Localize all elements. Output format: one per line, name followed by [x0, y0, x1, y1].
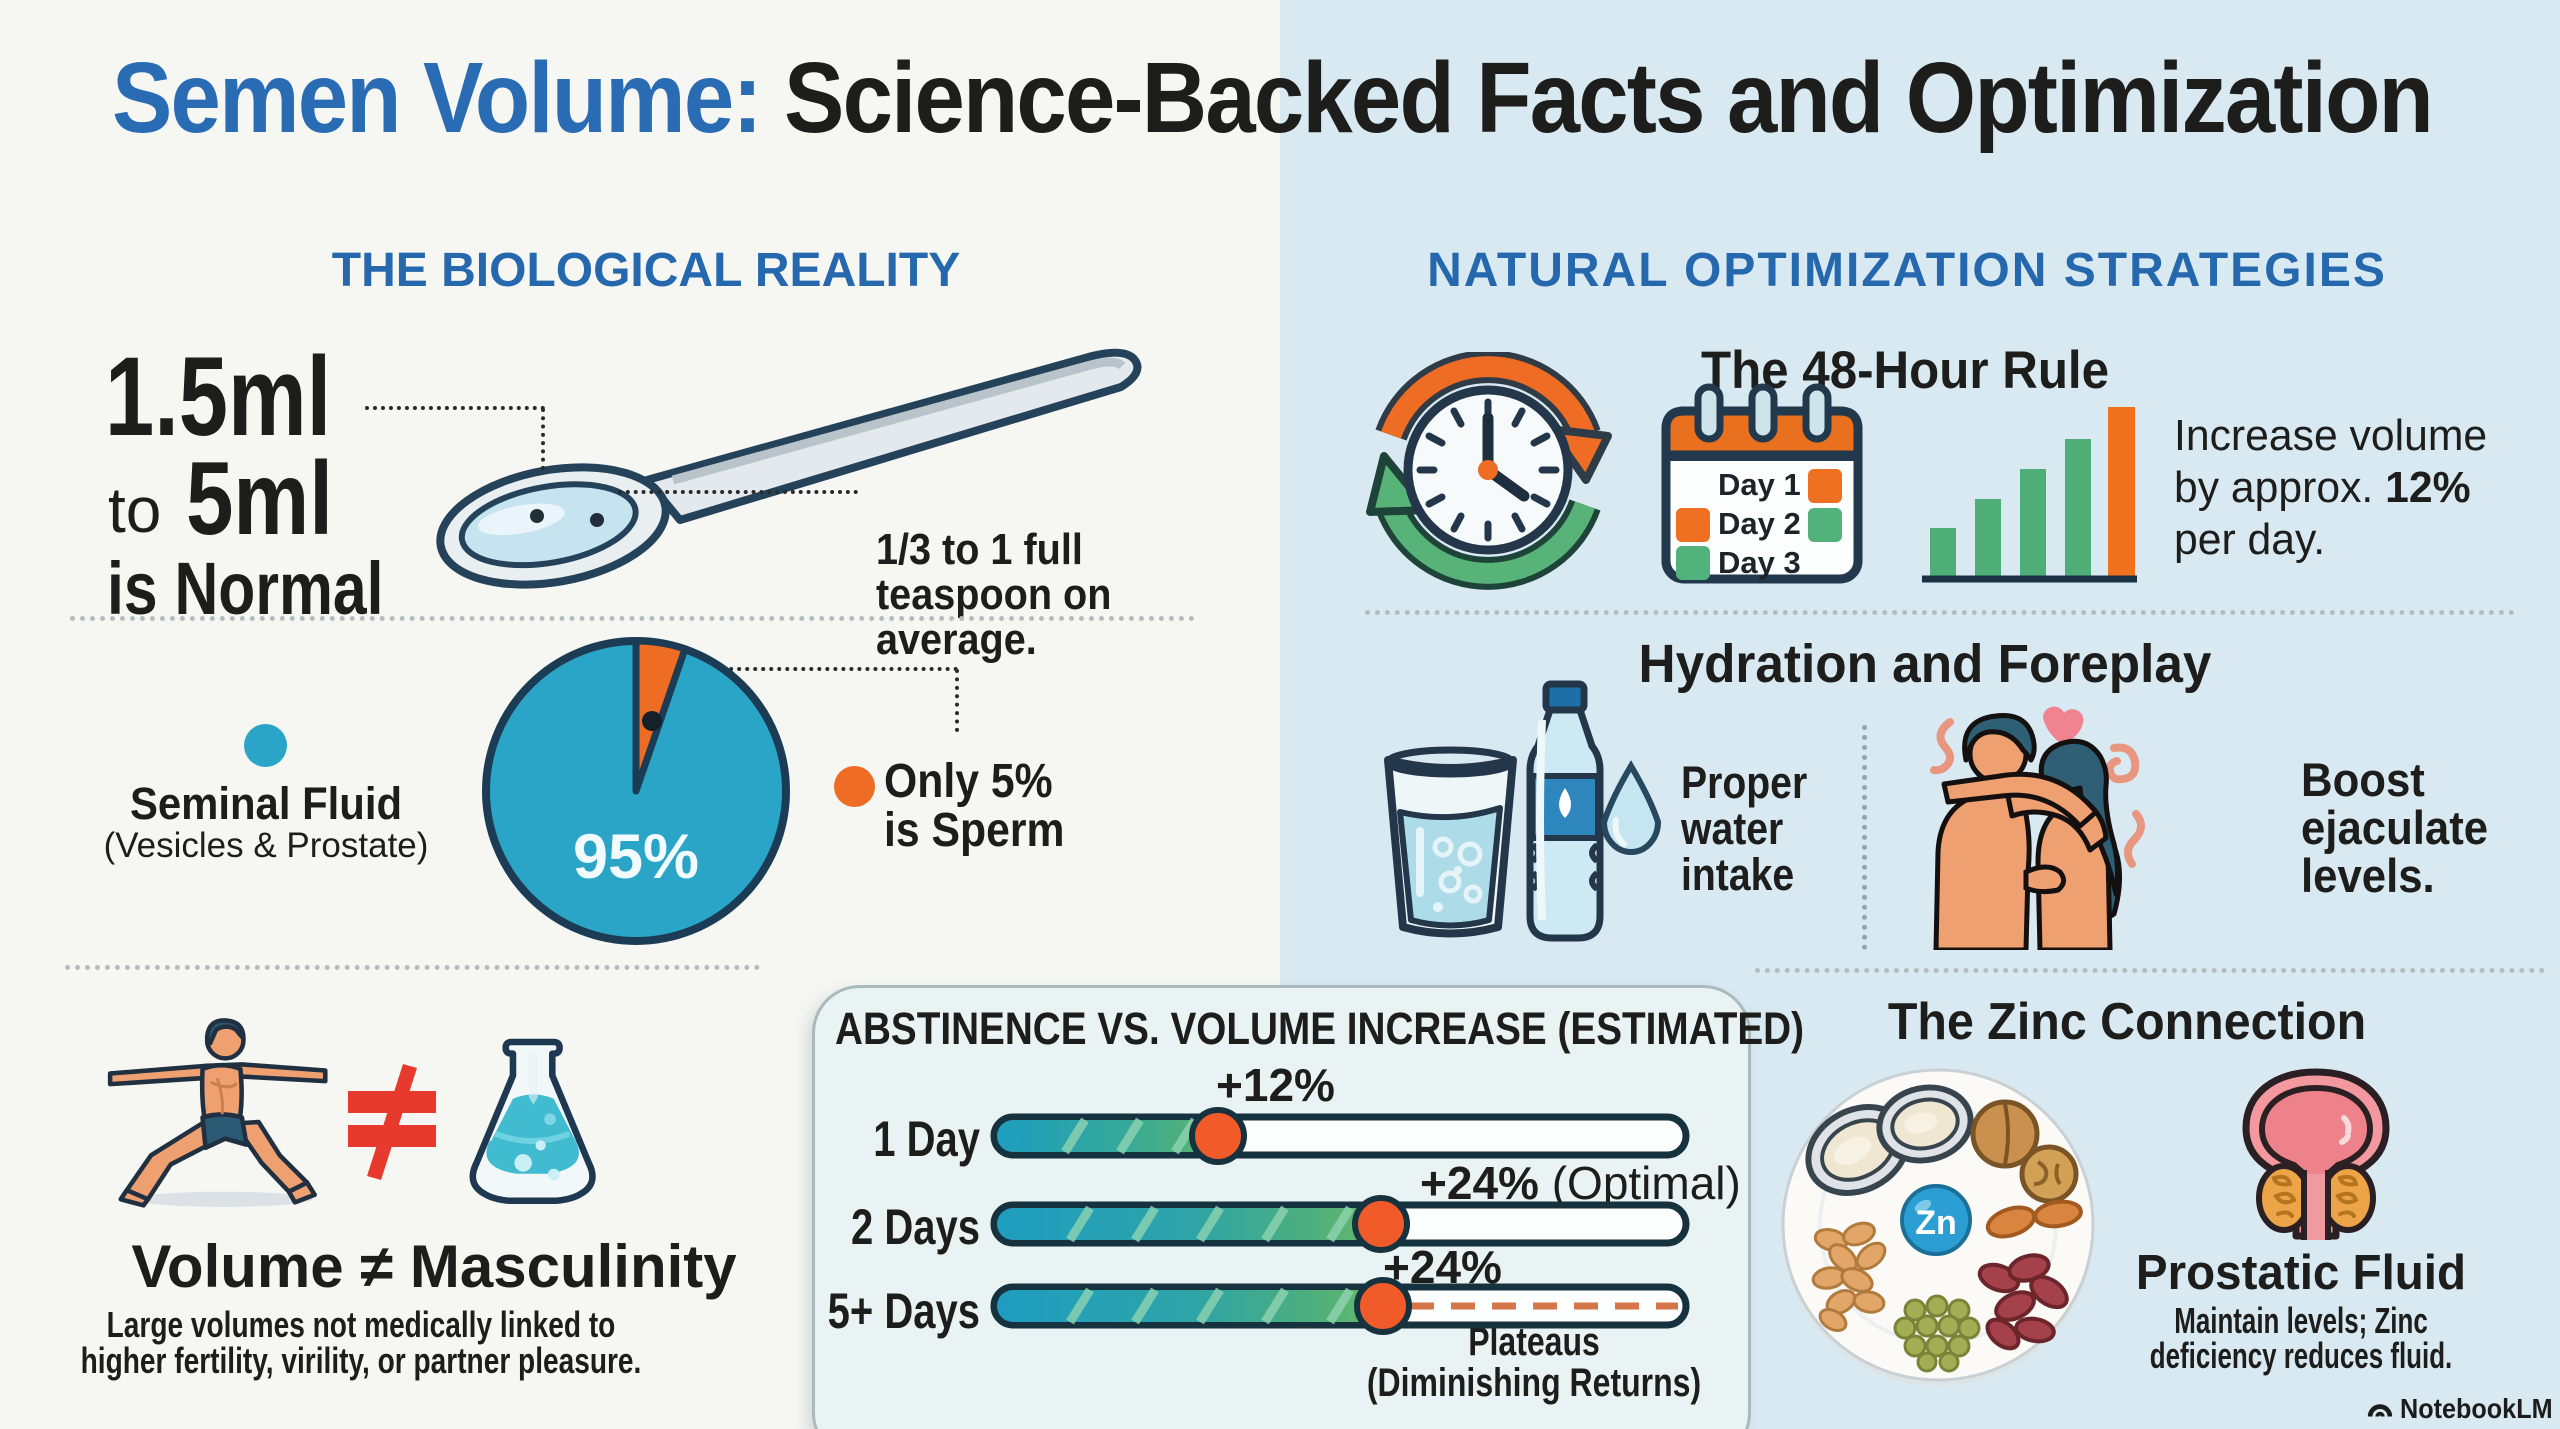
svg-text:Day 2: Day 2: [1718, 506, 1801, 541]
svg-text:Zn: Zn: [1915, 1204, 1957, 1242]
svg-text:Day 3: Day 3: [1718, 545, 1801, 580]
svg-text:95%: 95%: [573, 822, 699, 892]
svg-text:Day 1: Day 1: [1718, 467, 1801, 502]
